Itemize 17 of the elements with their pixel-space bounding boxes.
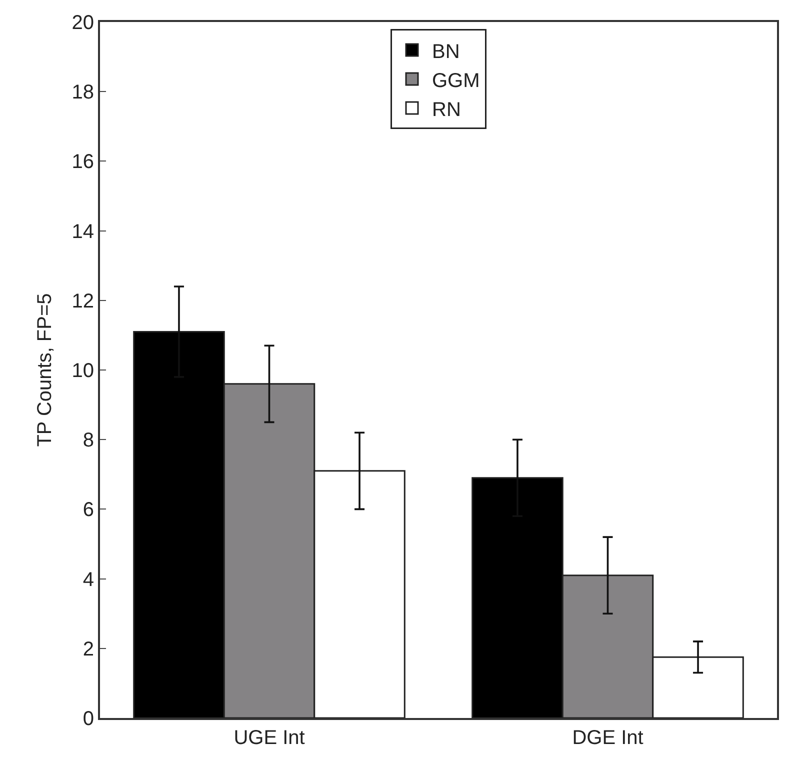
y-tick-label: 0 (82, 708, 94, 730)
x-tick-label: DGE Int (572, 727, 644, 749)
y-tick-label: 8 (82, 430, 94, 452)
y-tick-label: 12 (72, 290, 94, 312)
y-tick-label: 16 (72, 151, 94, 174)
y-tick-label: 14 (72, 220, 94, 243)
legend-label: BN (432, 40, 460, 63)
legend-label: GGM (432, 70, 480, 92)
y-tick-label: 18 (72, 82, 94, 104)
y-tick-label: 10 (72, 360, 94, 382)
x-tick-label: UGE Int (234, 727, 306, 749)
y-tick-label: 6 (82, 499, 94, 522)
y-axis-title: TP Counts, FP=5 (34, 293, 56, 447)
y-tick-label: 4 (82, 568, 94, 591)
y-tick-label: 2 (82, 638, 94, 660)
y-tick-label: 20 (72, 12, 94, 34)
legend-label: RN (432, 98, 461, 121)
